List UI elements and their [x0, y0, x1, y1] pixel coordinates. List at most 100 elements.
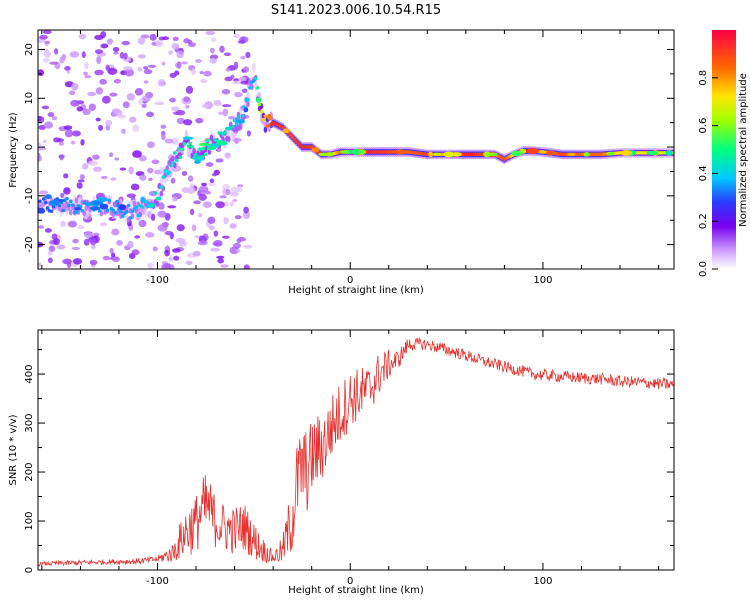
noise-blob	[199, 71, 204, 75]
noise-blob	[132, 124, 140, 132]
noise-blob	[235, 249, 241, 253]
noise-blob	[49, 61, 59, 65]
ridge-peak	[99, 203, 109, 210]
noise-blob	[64, 129, 74, 138]
noise-blob	[176, 224, 185, 232]
noise-blob	[56, 138, 65, 142]
colorbar-ticks: 0.0 0.2 0.4 0.6 0.8	[698, 70, 718, 277]
ridge-peak	[182, 136, 194, 140]
ridge-segment	[171, 155, 175, 162]
noise-blob	[41, 105, 50, 110]
noise-blob	[222, 235, 230, 239]
noise-blob	[180, 61, 188, 65]
snr-panel: -100 0 100 0 100 200 300 400 Height of straight…	[8, 329, 675, 596]
noise-blob	[146, 141, 155, 149]
ridge-peak	[537, 150, 549, 154]
ridge-peak	[282, 128, 290, 134]
ridge-segment	[223, 130, 227, 135]
ridge-peak	[488, 152, 499, 157]
ridge-segment	[43, 200, 48, 205]
noise-blob	[87, 91, 97, 97]
ridge-segment	[41, 197, 46, 201]
noise-blob	[77, 225, 85, 230]
ridge-segment	[115, 199, 119, 204]
noise-blob	[217, 258, 225, 264]
noise-blob	[92, 232, 100, 236]
ridge-peak	[326, 152, 334, 157]
ridge-segment	[257, 102, 262, 107]
noise-blob	[223, 216, 229, 225]
noise-blob	[224, 76, 233, 82]
noise-blob	[174, 62, 182, 69]
noise-blob	[88, 160, 98, 166]
noise-blob	[105, 64, 110, 71]
noise-blob	[168, 97, 177, 103]
noise-blob	[193, 250, 201, 257]
noise-blob	[139, 174, 147, 181]
ridge-segment	[252, 62, 256, 73]
noise-blob	[143, 69, 153, 75]
noise-blob	[54, 48, 59, 55]
ridge-segment	[128, 216, 133, 220]
noise-blob	[143, 80, 149, 84]
ridge-segment	[192, 147, 196, 154]
noise-blob	[38, 142, 42, 147]
noise-blob	[42, 30, 52, 35]
ridge-segment	[240, 114, 245, 118]
ridge-peak	[339, 150, 349, 154]
noise-blob	[68, 90, 76, 96]
noise-blob	[121, 40, 131, 46]
ridge-segment	[134, 205, 139, 209]
noise-blob	[95, 117, 101, 122]
ridge-segment	[130, 209, 135, 214]
noise-blob	[91, 244, 96, 250]
spectrogram-frame	[37, 29, 675, 270]
ridge-peak	[606, 151, 615, 156]
noise-blob	[94, 69, 104, 76]
ridge-segment	[49, 209, 54, 214]
ridge-segment	[124, 210, 129, 214]
noise-blob	[60, 192, 65, 198]
ridge-segment	[113, 210, 117, 215]
noise-blob	[60, 220, 66, 227]
ridge-peak	[118, 204, 127, 211]
noise-blob	[237, 40, 245, 44]
noise-blob	[179, 240, 187, 247]
noise-blob	[141, 103, 147, 108]
noise-blob	[84, 61, 89, 70]
noise-blob	[64, 65, 71, 71]
ridge-peak	[443, 151, 455, 158]
noise-blob	[129, 116, 137, 123]
noise-blob	[219, 45, 225, 53]
ridge-segment	[169, 166, 173, 177]
noise-blob	[147, 262, 154, 269]
noise-blob	[216, 255, 225, 259]
noise-blob	[38, 154, 42, 162]
noise-blob	[44, 121, 54, 129]
snr-ylabel: SNR (10 * v/v)	[8, 414, 19, 485]
y-tick-label: 20	[24, 43, 35, 56]
noise-blob	[146, 111, 155, 118]
noise-blob	[242, 211, 251, 220]
noise-blob	[92, 154, 100, 160]
noise-blob	[109, 92, 118, 97]
ridge-peak	[255, 97, 262, 103]
noise-blob	[171, 43, 180, 50]
noise-blob	[47, 112, 55, 118]
x-tick-label: -100	[146, 275, 169, 286]
noise-blob	[162, 36, 170, 41]
y-tick-label: 300	[24, 414, 35, 433]
y-tick-label: 100	[24, 511, 35, 530]
ridge-segment	[167, 170, 171, 175]
noise-blob	[128, 166, 134, 175]
noise-blob	[117, 114, 126, 119]
ridge-segment	[246, 97, 250, 102]
noise-blob	[207, 216, 216, 224]
colorbar-tick-label: 0.6	[698, 118, 709, 134]
noise-blob	[134, 88, 144, 96]
noise-blob	[233, 33, 240, 39]
noise-blob	[143, 66, 149, 70]
ridge-segment	[176, 147, 181, 151]
noise-blob	[38, 225, 45, 229]
noise-blob	[189, 208, 195, 216]
